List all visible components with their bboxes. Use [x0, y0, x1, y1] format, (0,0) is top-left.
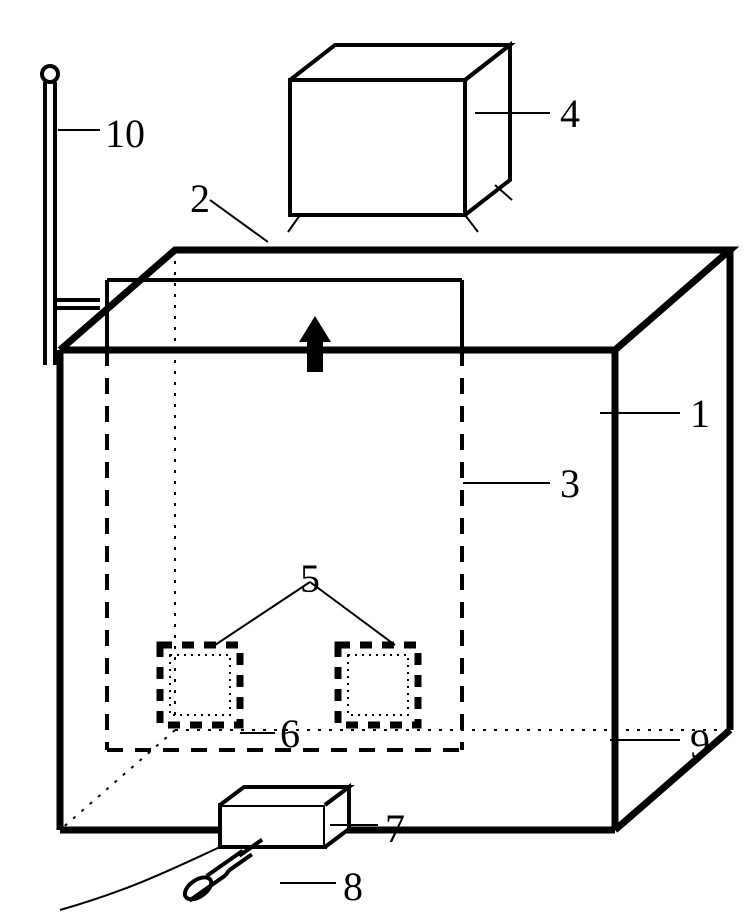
diagram-canvas: 1 2 3 4 5 6 78 9 10: [0, 0, 749, 914]
callout-8: 8: [343, 863, 363, 910]
callout-5: 5: [300, 555, 320, 602]
callout-9: 9: [690, 720, 710, 767]
callout-4: 4: [560, 90, 580, 137]
callout-2: 2: [190, 175, 210, 222]
callout-3: 3: [560, 460, 580, 507]
callout-1: 1: [690, 390, 710, 437]
callout-10: 10: [105, 110, 145, 157]
callout-7: 7: [385, 805, 405, 852]
callout-6: 6: [280, 710, 300, 757]
